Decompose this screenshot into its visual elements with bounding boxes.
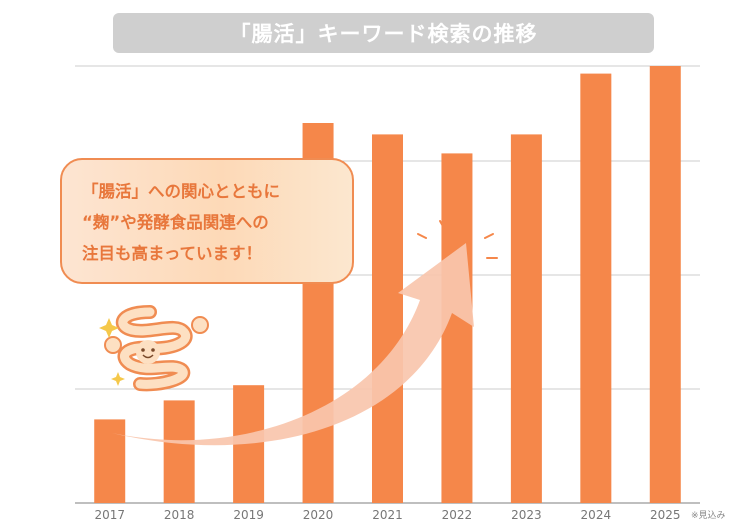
bar-2017 — [94, 419, 126, 503]
chart-title: 「腸活」キーワード検索の推移 — [113, 13, 654, 53]
callout-line-2: “麹”や発酵食品関連への — [82, 213, 269, 232]
bar-2018 — [163, 400, 195, 503]
x-tick-label-2019: 2019 — [233, 508, 264, 522]
sparkle-lines — [417, 212, 498, 259]
x-tick-label-2021: 2021 — [372, 508, 403, 522]
callout-box: 「腸活」への関心とともに “麹”や発酵食品関連への 注目も高まっています！ — [60, 158, 354, 284]
bar-2025 — [649, 66, 681, 503]
callout-line-1: 「腸活」への関心とともに — [82, 182, 280, 201]
bars — [94, 66, 681, 503]
bar-2024 — [580, 73, 612, 503]
forecast-note: ※見込み — [691, 511, 726, 521]
growth-arrow-shape — [112, 243, 474, 446]
intestine-mascot-icon — [99, 305, 209, 392]
x-tick-label-2025: 2025 — [650, 508, 681, 522]
x-tick-labels: 2017 2018 2019 2020 2021 2022 2023 2024 2025 — [94, 508, 680, 522]
growth-arrow — [112, 243, 474, 446]
bar-2021 — [372, 134, 403, 503]
x-tick-label-2022: 2022 — [442, 508, 473, 522]
x-tick-label-2018: 2018 — [164, 508, 195, 522]
x-tick-label-2023: 2023 — [511, 508, 542, 522]
bar-2022 — [441, 153, 473, 503]
x-tick-label-2020: 2020 — [303, 508, 334, 522]
x-tick-label-2017: 2017 — [94, 508, 125, 522]
bar-2023 — [510, 134, 542, 503]
x-tick-label-2024: 2024 — [581, 508, 612, 522]
callout-line-3: 注目も高まっています！ — [82, 244, 263, 263]
